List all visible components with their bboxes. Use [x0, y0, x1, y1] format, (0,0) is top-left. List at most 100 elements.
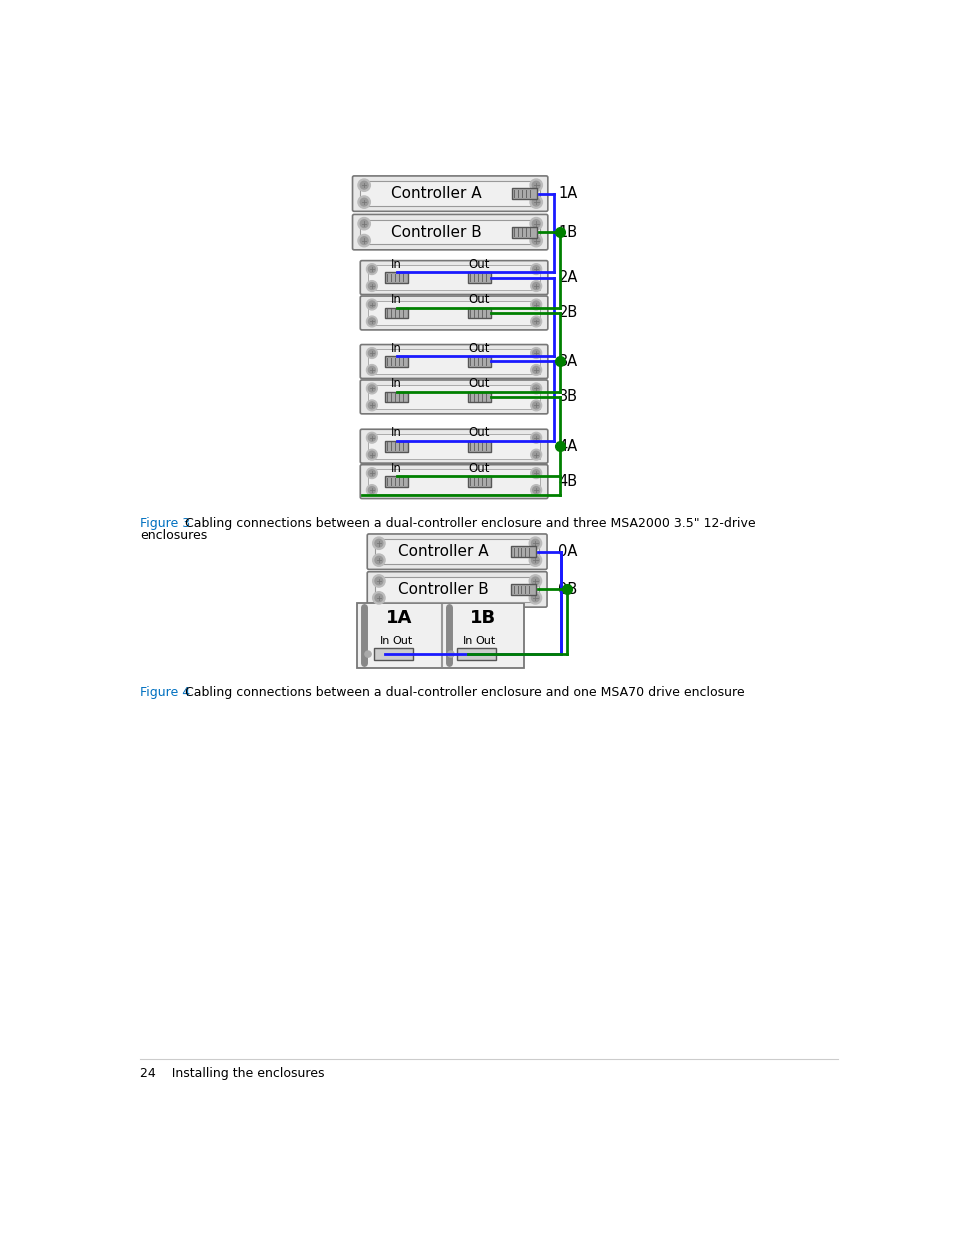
Circle shape [366, 432, 377, 443]
Text: 1A: 1A [558, 186, 578, 201]
Circle shape [530, 484, 541, 495]
Circle shape [532, 469, 539, 477]
Circle shape [368, 317, 375, 325]
Circle shape [368, 385, 375, 391]
Circle shape [532, 237, 539, 245]
Bar [356, 603, 523, 668]
Circle shape [532, 451, 539, 458]
Text: Out: Out [392, 636, 412, 646]
Circle shape [532, 350, 539, 357]
Circle shape [531, 594, 538, 601]
Bar [468, 441, 491, 452]
Circle shape [530, 383, 541, 394]
Circle shape [532, 367, 539, 373]
Text: 1B: 1B [558, 225, 578, 240]
Text: In: In [391, 342, 402, 354]
Circle shape [447, 651, 454, 657]
Circle shape [532, 283, 539, 289]
FancyBboxPatch shape [360, 261, 547, 294]
Text: Controller B: Controller B [391, 225, 481, 240]
Text: In: In [379, 636, 390, 646]
Circle shape [532, 199, 539, 206]
Bar [375, 540, 538, 564]
Circle shape [366, 299, 377, 310]
Circle shape [373, 537, 385, 550]
Text: 2B: 2B [558, 305, 578, 320]
FancyBboxPatch shape [353, 215, 547, 249]
Bar [468, 477, 491, 487]
Circle shape [530, 264, 541, 274]
Text: Out: Out [468, 342, 490, 354]
Circle shape [532, 220, 539, 227]
Circle shape [529, 555, 541, 567]
Text: Out: Out [468, 462, 490, 474]
Bar [468, 391, 491, 403]
Circle shape [373, 592, 385, 604]
FancyBboxPatch shape [360, 296, 547, 330]
Text: 3B: 3B [558, 389, 578, 404]
Circle shape [368, 283, 375, 289]
Bar [368, 350, 539, 374]
Text: 0A: 0A [558, 545, 577, 559]
Circle shape [530, 217, 542, 230]
Circle shape [368, 451, 375, 458]
Circle shape [357, 235, 370, 247]
Circle shape [366, 450, 377, 461]
Circle shape [532, 182, 539, 189]
Circle shape [531, 556, 538, 564]
Bar [368, 266, 539, 290]
Circle shape [368, 487, 375, 494]
FancyBboxPatch shape [367, 572, 546, 608]
FancyBboxPatch shape [360, 430, 547, 463]
Bar [385, 441, 408, 452]
Circle shape [529, 537, 541, 550]
FancyBboxPatch shape [360, 345, 547, 378]
Circle shape [529, 574, 541, 587]
Circle shape [357, 179, 370, 191]
Circle shape [366, 264, 377, 274]
Circle shape [532, 435, 539, 441]
Circle shape [368, 301, 375, 308]
Circle shape [530, 280, 541, 291]
Text: 4A: 4A [558, 438, 578, 453]
Text: 2A: 2A [558, 270, 578, 285]
Circle shape [360, 237, 368, 245]
Circle shape [366, 316, 377, 327]
Circle shape [360, 220, 368, 227]
Circle shape [530, 235, 542, 247]
Bar [375, 577, 538, 601]
Text: Figure 4: Figure 4 [140, 687, 190, 699]
Text: Out: Out [468, 377, 490, 390]
Bar [385, 356, 408, 367]
Text: Controller A: Controller A [391, 186, 481, 201]
Circle shape [366, 347, 377, 358]
Circle shape [532, 266, 539, 273]
Circle shape [530, 347, 541, 358]
Text: Controller B: Controller B [397, 582, 488, 597]
Circle shape [368, 350, 375, 357]
Circle shape [366, 383, 377, 394]
Circle shape [375, 556, 382, 564]
Bar [374, 648, 413, 661]
Circle shape [368, 469, 375, 477]
Text: In: In [391, 293, 402, 306]
Circle shape [530, 468, 541, 478]
Circle shape [375, 540, 382, 547]
Circle shape [357, 196, 370, 209]
Text: In: In [391, 258, 402, 270]
Circle shape [530, 364, 541, 375]
Bar [511, 546, 536, 557]
Bar [368, 433, 539, 458]
Circle shape [531, 577, 538, 585]
Text: Cabling connections between a dual-controller enclosure and one MSA70 drive encl: Cabling connections between a dual-contr… [185, 687, 744, 699]
Bar [368, 300, 539, 325]
Circle shape [532, 301, 539, 308]
Circle shape [357, 217, 370, 230]
Circle shape [368, 435, 375, 441]
Circle shape [375, 594, 382, 601]
Circle shape [366, 400, 377, 411]
Circle shape [365, 651, 371, 657]
Circle shape [530, 400, 541, 411]
Bar [385, 272, 408, 283]
Text: Out: Out [468, 258, 490, 270]
